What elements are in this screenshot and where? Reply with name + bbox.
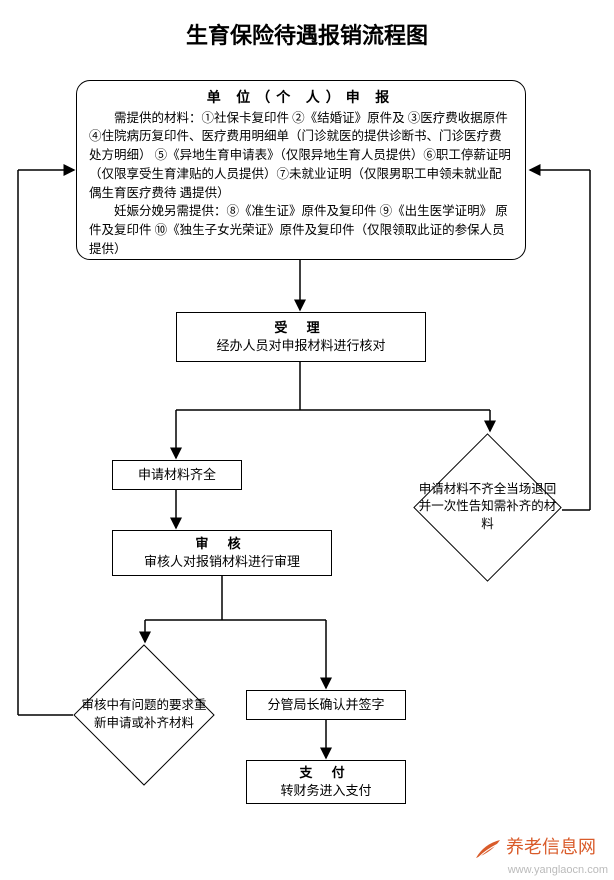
node-accept: 受 理 经办人员对申报材料进行核对 <box>176 312 426 362</box>
node-declare: 单 位（个 人）申 报 需提供的材料：①社保卡复印件 ②《结婚证》原件及 ③医疗… <box>76 80 526 260</box>
accept-header: 受 理 <box>274 319 327 337</box>
node-pay: 支 付 转财务进入支付 <box>246 760 406 804</box>
leaf-icon <box>474 838 502 860</box>
declare-para2: 妊娠分娩另需提供：⑧《准生证》原件及复印件 ⑨《出生医学证明》 原件及复印件 ⑩… <box>89 202 513 258</box>
problem-text: 审核中有问题的要求重新申请或补齐材料 <box>75 646 212 783</box>
pay-header: 支 付 <box>299 764 352 782</box>
node-complete: 申请材料齐全 <box>112 460 242 490</box>
brand-text: 养老信息网 <box>506 837 596 857</box>
brand-logo: 养老信息网 <box>474 833 597 860</box>
node-problem: 审核中有问题的要求重新申请或补齐材料 <box>73 644 214 785</box>
review-body: 审核人对报销材料进行审理 <box>144 553 300 571</box>
node-confirm: 分管局长确认并签字 <box>246 690 406 720</box>
accept-body: 经办人员对申报材料进行核对 <box>216 337 385 355</box>
node-reject: 申请材料不齐全当场退回并一次性告知需补齐的材料 <box>413 433 561 581</box>
node-review: 审 核 审核人对报销材料进行审理 <box>112 530 332 576</box>
declare-para1: 需提供的材料：①社保卡复印件 ②《结婚证》原件及 ③医疗费收据原件 ④住院病历复… <box>89 109 513 203</box>
reject-text: 申请材料不齐全当场退回并一次性告知需补齐的材料 <box>415 435 559 579</box>
declare-header: 单 位（个 人）申 报 <box>89 89 513 109</box>
pay-body: 转财务进入支付 <box>280 782 371 800</box>
page-title: 生育保险待遇报销流程图 <box>0 0 614 58</box>
review-header: 审 核 <box>195 535 248 553</box>
watermark-text: www.yanglaocn.com <box>508 864 608 876</box>
